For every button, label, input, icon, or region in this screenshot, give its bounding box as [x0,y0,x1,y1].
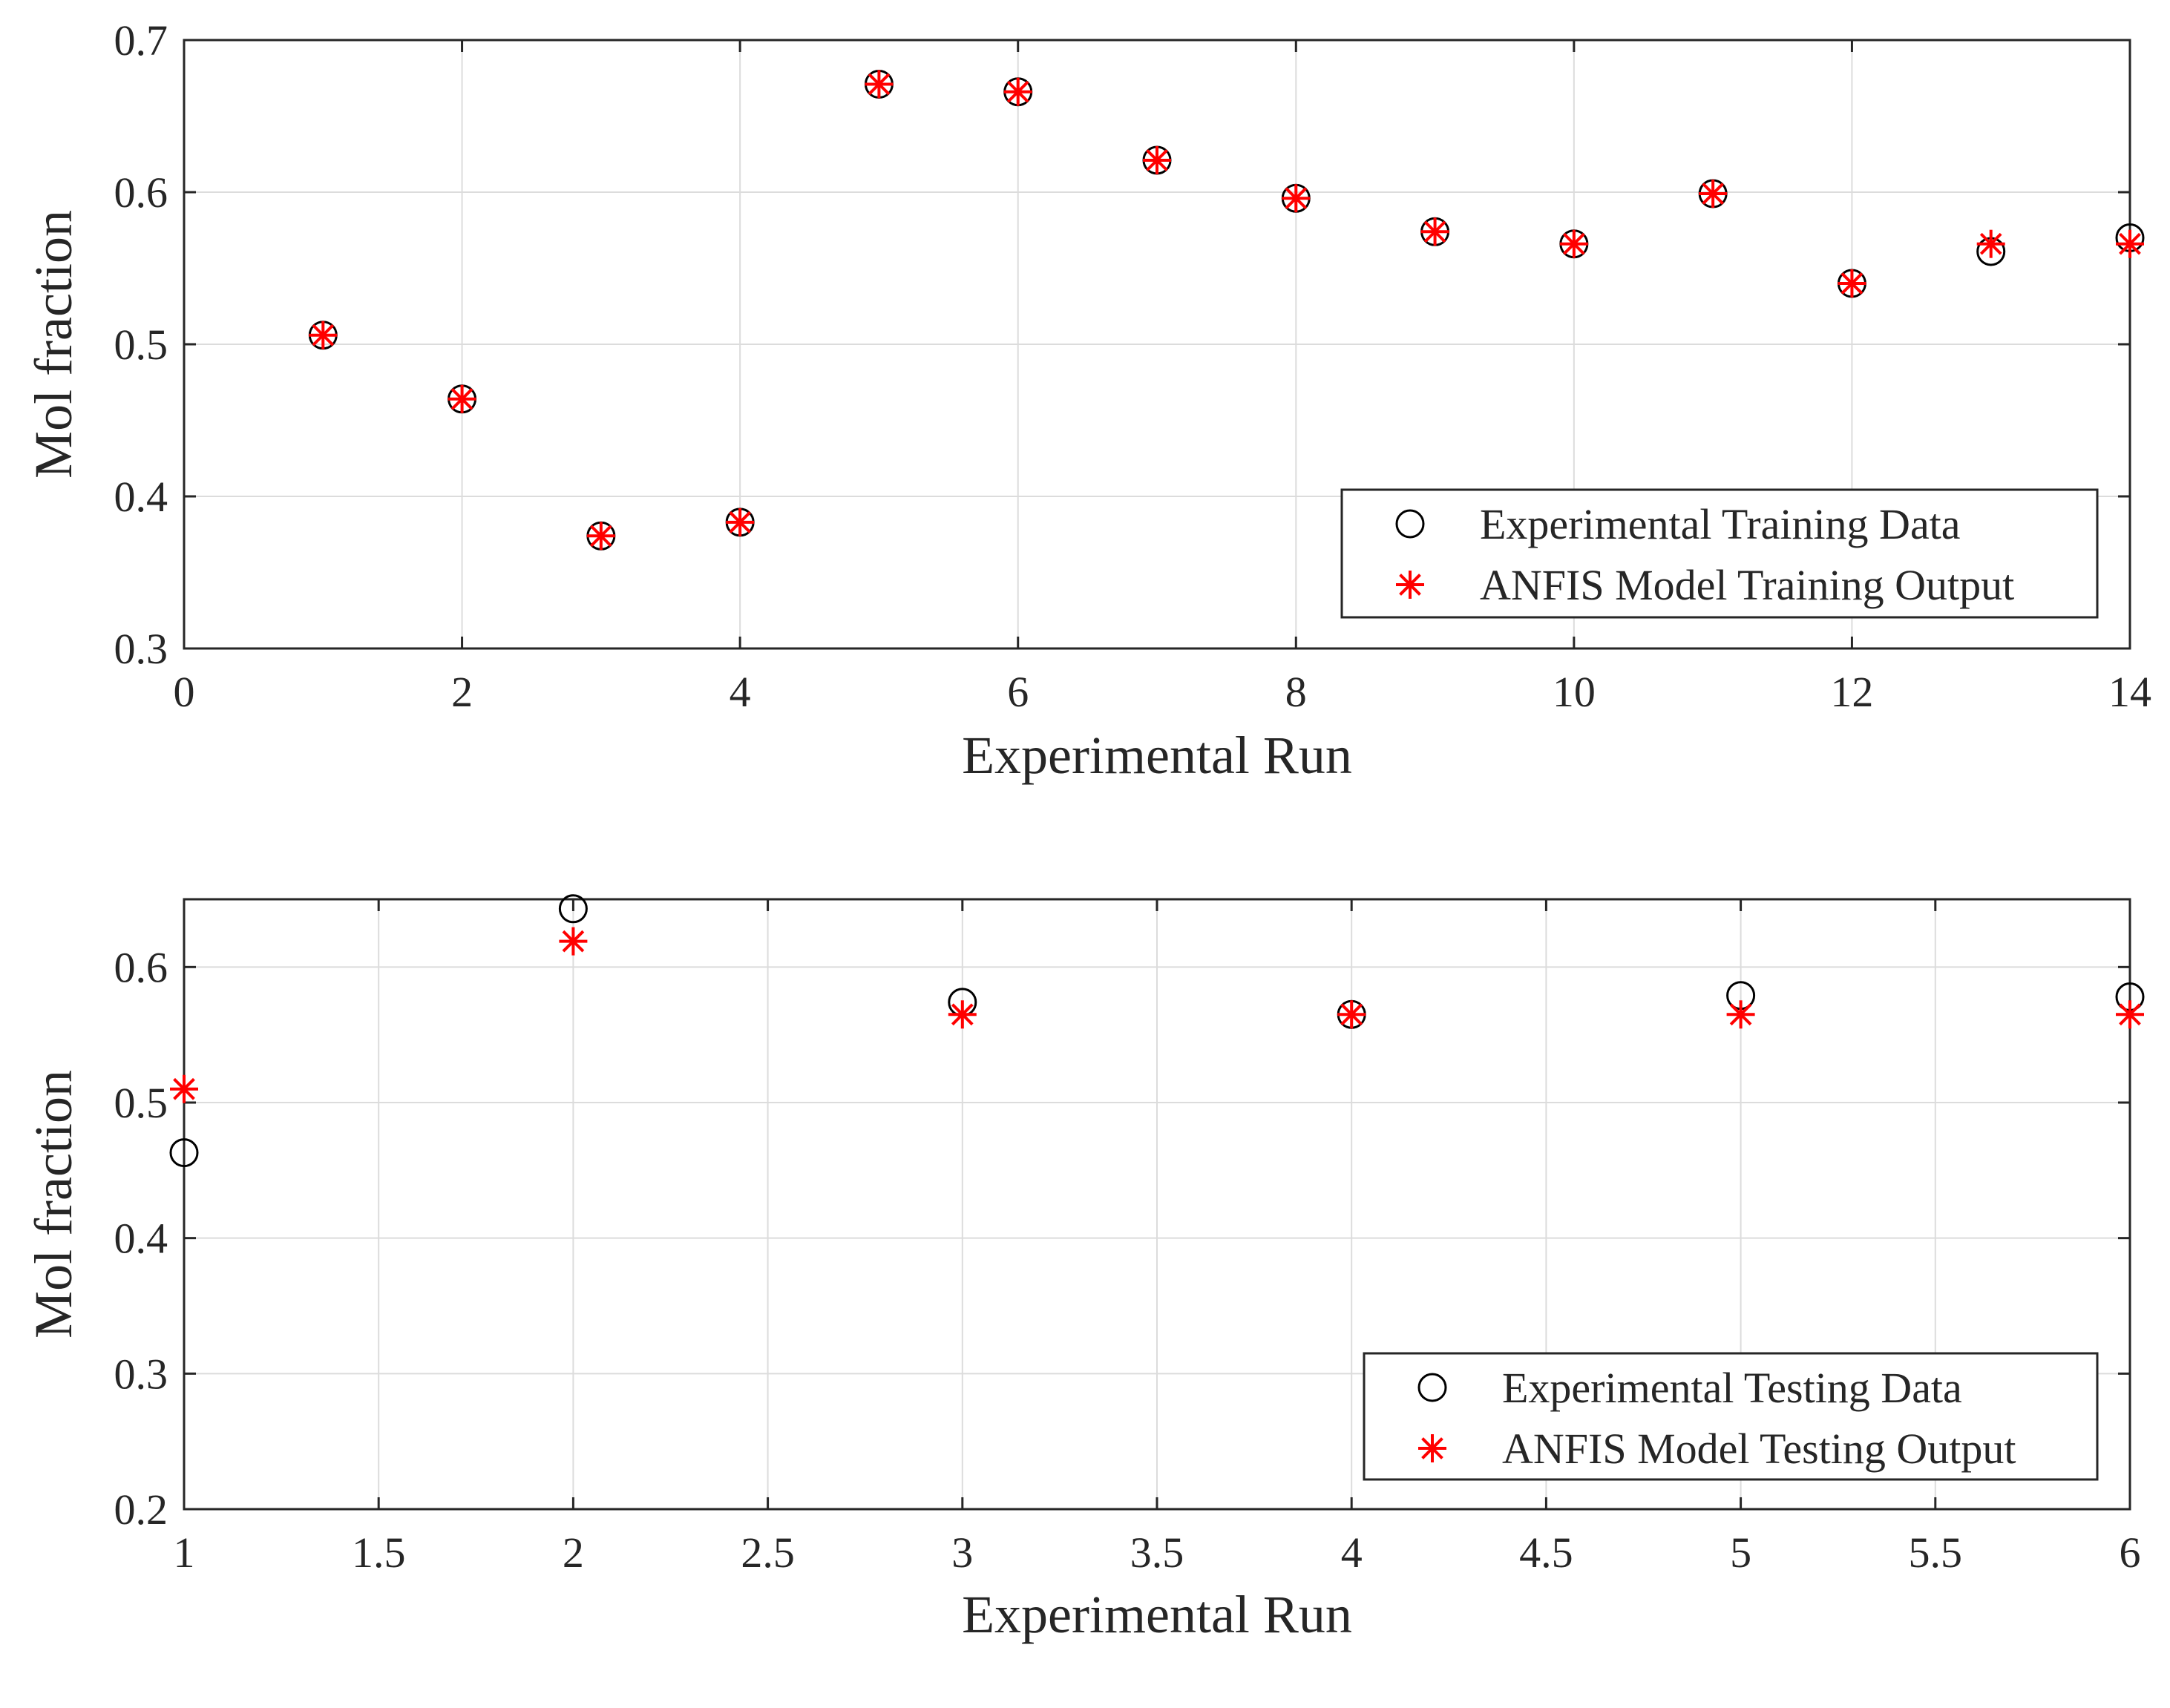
data-point-star [559,927,588,956]
data-point-star [1143,145,1171,174]
data-point-star [170,1074,198,1103]
data-point-star [1003,77,1032,106]
x-tick-label: 8 [1285,668,1307,716]
legend-entry: ANFIS Model Testing Output [1502,1425,2016,1473]
y-tick-label: 0.4 [114,473,168,521]
legend-entry: Experimental Training Data [1480,500,1961,548]
legend-circle-icon [1395,509,1425,539]
data-point-star [586,522,615,551]
legend-circle-icon [1417,1373,1447,1402]
y-tick-label: 0.6 [114,168,168,217]
x-tick-label: 12 [1830,668,1873,716]
x-axis-label: Experimental Run [962,726,1352,785]
x-tick-label: 0 [174,668,195,716]
y-tick-label: 0.5 [114,1079,168,1127]
legend-box [1363,1352,2099,1481]
x-tick-label: 4.5 [1519,1528,1573,1577]
training-plot: 0 2 4 6 8 10 12 14 0.3 0.4 0.5 0.6 0.7 Experimental R… [24,16,2151,785]
data-point-star [865,70,894,99]
x-tick-label: 10 [1553,668,1596,716]
data-point-circle [169,1138,199,1168]
x-tick-label: 2 [563,1528,584,1577]
y-tick-label: 0.2 [114,1485,168,1534]
data-point-star [309,321,338,349]
legend: Experimental Testing Data ANFIS Model Tes… [1363,1352,2099,1481]
x-tick-label: 1 [174,1528,195,1577]
x-axis-label: Experimental Run [962,1585,1352,1644]
y-tick-label: 0.7 [114,16,168,65]
x-tick-label: 2.5 [741,1528,795,1577]
data-point-star [2116,1000,2144,1029]
y-tick-label: 0.5 [114,321,168,369]
data-point-star [1976,229,2005,258]
data-point-star [1337,1000,1366,1029]
data-point-circle [558,894,588,924]
data-point-star [2116,229,2144,258]
x-tick-label: 5.5 [1909,1528,1963,1577]
y-axis-label: Mol fraction [24,1070,83,1339]
legend: Experimental Training Data ANFIS Model Tr… [1340,488,2099,619]
legend-star-icon [1396,571,1424,599]
y-axis-label: Mol fraction [24,210,83,479]
x-tick-label: 4 [730,668,751,716]
x-tick-label: 14 [2108,668,2151,716]
y-tick-label: 0.6 [114,943,168,991]
testing-plot: 1 1.5 2 2.5 3 3.5 4 4.5 5 5.5 6 0.2 0.3 0.4 0.5 0.6 Expe… [24,894,2145,1644]
data-point-star [726,508,755,536]
legend-star-icon [1418,1434,1446,1462]
x-tick-label: 3 [951,1528,973,1577]
x-tick-label: 3.5 [1130,1528,1184,1577]
data-point-star [1559,229,1588,258]
data-point-star [1838,269,1866,298]
legend-entry: Experimental Testing Data [1502,1364,1962,1412]
x-tick-label: 6 [2120,1528,2141,1577]
x-tick-label: 6 [1007,668,1029,716]
data-point-star [948,1000,977,1029]
legend-entry: ANFIS Model Training Output [1480,561,2014,609]
x-tick-label: 2 [451,668,473,716]
x-tick-label: 1.5 [352,1528,406,1577]
data-point-star [1699,180,1728,208]
x-tick-label: 5 [1730,1528,1751,1577]
data-point-star [1420,217,1449,246]
data-point-star [1282,184,1311,213]
y-tick-label: 0.4 [114,1215,168,1263]
data-point-star [448,384,476,413]
y-tick-label: 0.3 [114,625,168,673]
data-point-star [1726,1000,1755,1029]
x-tick-label: 4 [1341,1528,1363,1577]
legend-box [1340,488,2099,619]
y-tick-label: 0.3 [114,1350,168,1398]
